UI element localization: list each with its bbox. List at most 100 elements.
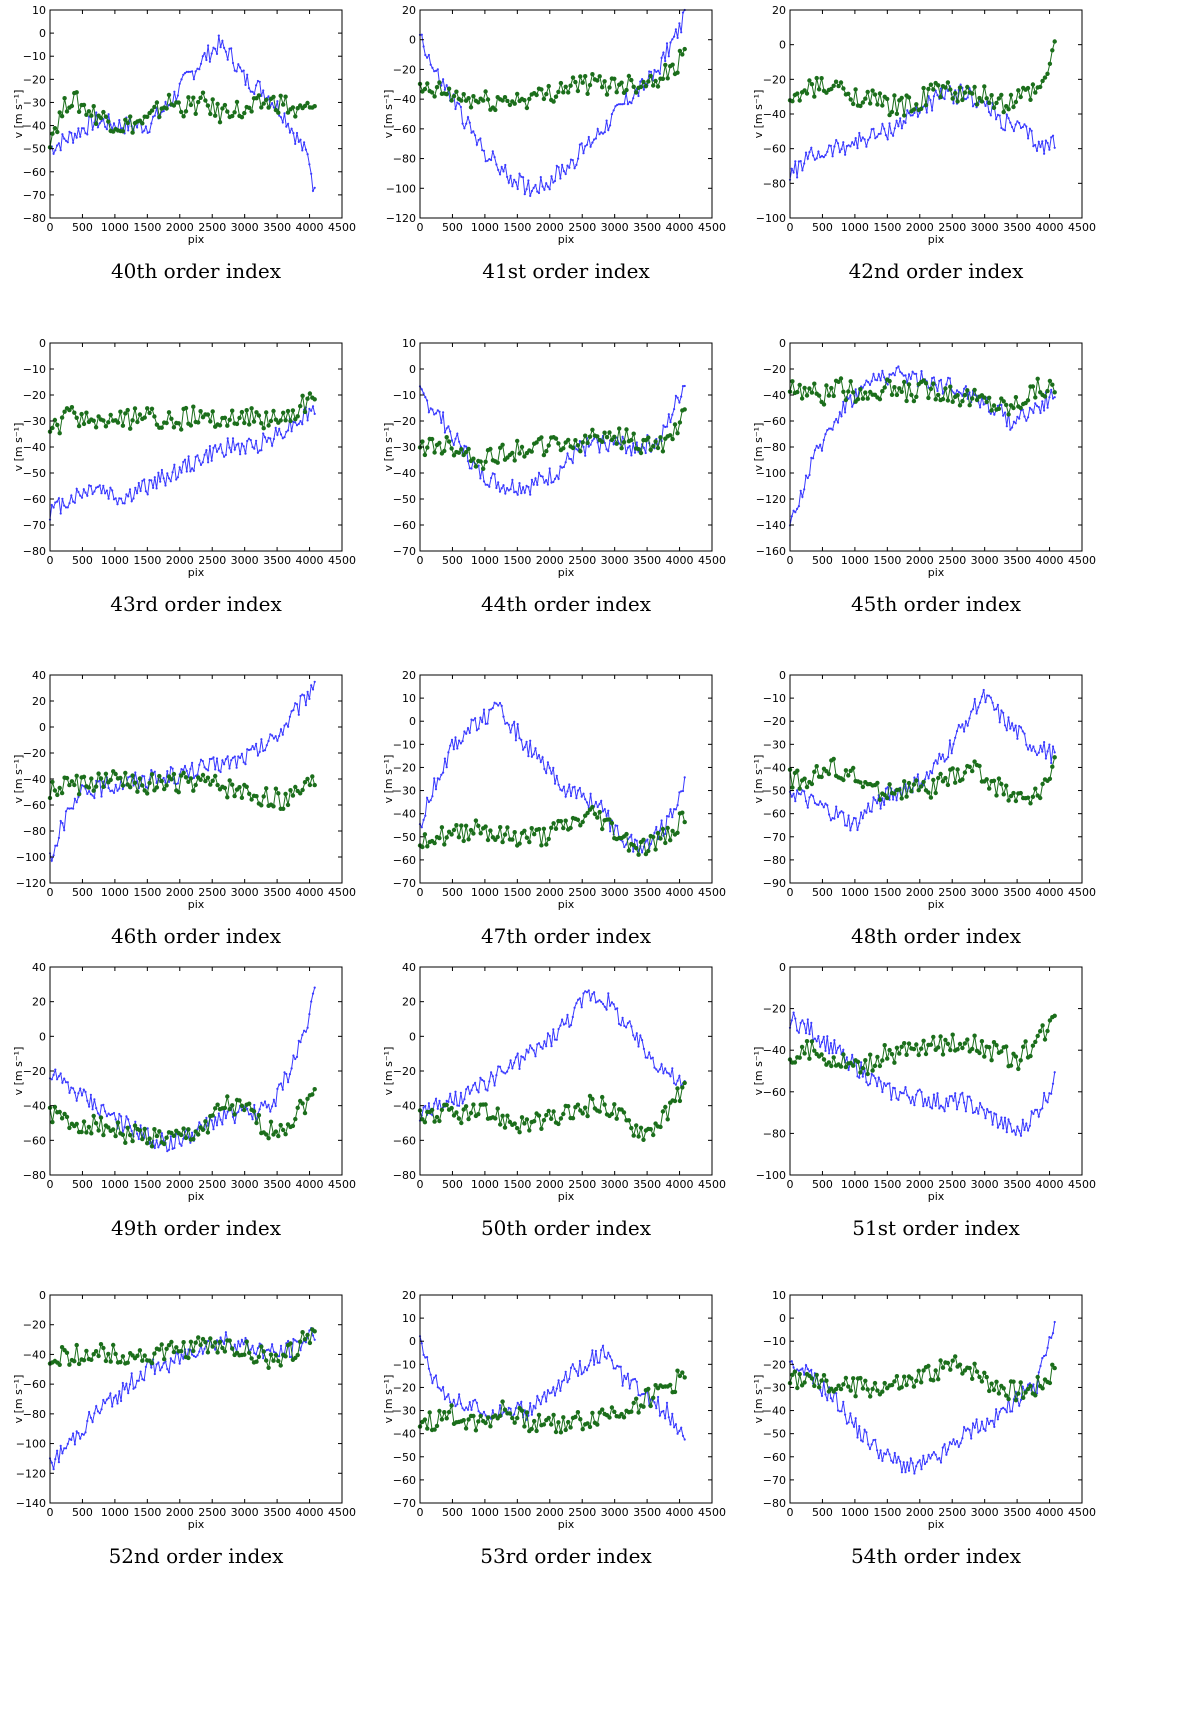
data-point: [952, 391, 955, 394]
data-point: [553, 94, 559, 99]
data-point: [502, 95, 508, 100]
data-point: [519, 1408, 525, 1413]
data-point: [50, 503, 53, 507]
data-point: [66, 1081, 69, 1084]
data-point: [648, 70, 651, 73]
series-green: [417, 1080, 687, 1143]
data-point: [307, 391, 313, 396]
data-point: [438, 410, 441, 413]
data-point: [829, 385, 834, 391]
data-point: [861, 136, 864, 139]
data-point: [963, 1101, 966, 1104]
y-tick-label: −50: [393, 1451, 416, 1464]
data-point: [545, 771, 548, 775]
data-point: [93, 121, 96, 124]
data-point: [305, 1096, 310, 1102]
data-point: [987, 1422, 991, 1426]
data-point: [580, 80, 585, 85]
chart-caption: 52nd order index: [108, 1544, 284, 1568]
data-point: [653, 1383, 658, 1388]
y-axis-label: v [m s⁻¹]: [12, 1047, 25, 1096]
data-point: [804, 1364, 808, 1367]
data-point: [653, 847, 658, 852]
data-point: [84, 112, 89, 118]
data-point: [498, 1404, 502, 1407]
data-point: [885, 377, 890, 382]
data-point: [602, 1411, 607, 1417]
data-point: [641, 443, 644, 446]
data-point: [246, 439, 249, 443]
data-point: [486, 483, 489, 486]
data-point: [638, 839, 644, 845]
y-tick-label: −30: [393, 441, 416, 454]
data-point: [820, 449, 824, 452]
data-point: [212, 46, 215, 49]
data-point: [991, 1040, 997, 1045]
data-point: [264, 1358, 269, 1363]
data-point: [936, 392, 941, 398]
x-tick-label: 2500: [938, 1506, 966, 1519]
data-point: [130, 1129, 133, 1133]
data-point: [134, 771, 137, 774]
data-point: [429, 838, 435, 844]
data-point: [116, 130, 119, 133]
y-tick-label: 20: [772, 4, 786, 17]
data-point: [601, 810, 605, 813]
data-point: [1011, 104, 1016, 110]
data-point: [479, 716, 482, 719]
data-point: [568, 83, 573, 88]
data-point: [888, 798, 891, 801]
data-point: [794, 1017, 797, 1020]
data-point: [73, 501, 76, 504]
data-point: [1001, 1386, 1006, 1391]
data-point: [181, 406, 186, 412]
data-point: [208, 1116, 211, 1119]
data-point: [100, 1104, 103, 1107]
data-point: [130, 130, 135, 135]
data-point: [882, 1043, 887, 1048]
data-point: [74, 415, 79, 420]
data-point: [260, 1101, 263, 1104]
data-point: [281, 1355, 284, 1358]
data-point: [463, 1104, 469, 1109]
data-point: [417, 81, 423, 87]
data-point: [815, 803, 818, 806]
data-point: [955, 767, 960, 772]
data-point: [580, 440, 585, 445]
data-point: [417, 445, 423, 450]
data-point: [271, 804, 276, 809]
data-point: [658, 1414, 662, 1417]
data-point: [675, 830, 680, 835]
data-point: [285, 430, 288, 433]
data-point: [436, 409, 439, 412]
data-point: [77, 1432, 80, 1435]
data-point: [987, 100, 992, 106]
data-point: [194, 1355, 197, 1359]
chart-caption: 46th order index: [110, 924, 282, 948]
data-point: [502, 170, 505, 173]
data-point: [73, 132, 76, 135]
x-tick-label: 4500: [328, 1506, 356, 1519]
data-point: [121, 1131, 124, 1135]
data-point: [265, 744, 268, 747]
data-point: [145, 1141, 150, 1146]
data-point: [954, 89, 957, 92]
data-point: [1035, 404, 1039, 407]
data-point: [479, 477, 482, 480]
data-point: [529, 92, 534, 97]
data-point: [96, 126, 100, 129]
data-point: [159, 106, 164, 111]
data-point: [806, 806, 809, 809]
data-point: [541, 452, 547, 458]
data-point: [76, 1361, 82, 1367]
data-point: [256, 451, 259, 454]
data-point: [938, 771, 943, 777]
data-point: [114, 1118, 117, 1121]
x-tick-label: 2500: [938, 554, 966, 567]
data-point: [520, 492, 523, 495]
data-point: [1035, 149, 1039, 152]
data-point: [963, 730, 966, 733]
data-point: [1028, 744, 1031, 747]
data-point: [566, 827, 571, 832]
data-point: [144, 1365, 147, 1368]
